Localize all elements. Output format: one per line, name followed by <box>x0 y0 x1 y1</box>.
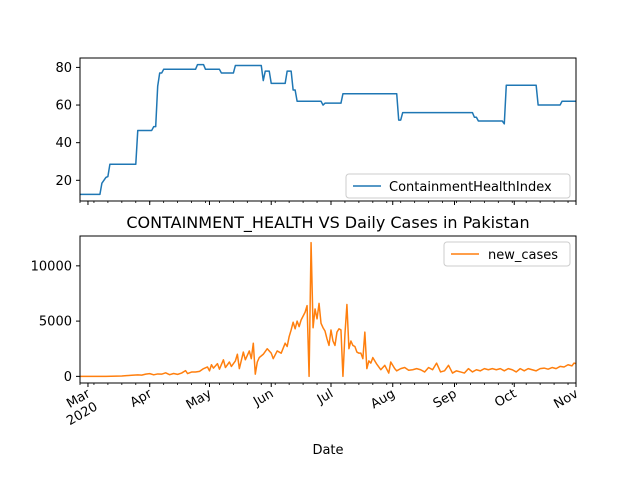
top-x-axis <box>79 201 577 205</box>
top-legend: ContainmentHealthIndex <box>345 173 571 199</box>
bottom-legend-box <box>443 241 571 267</box>
bottom-series-layer <box>80 241 577 378</box>
bottom-y-axis: 0 5000 10000 <box>31 259 80 385</box>
bottom-x-tick-label: Jul <box>314 386 336 407</box>
bottom-plot-frame <box>79 235 577 384</box>
top-y-tick-label: 80 <box>55 61 72 76</box>
bottom-y-tick-label: 10000 <box>31 259 72 274</box>
bottom-plot-title: CONTAINMENT_HEALTH VS Daily Cases in Pak… <box>126 213 529 233</box>
top-series-line-0 <box>80 63 576 196</box>
top-plot: 20 40 60 80 ContainmentHealthIndex <box>55 57 577 205</box>
bottom-y-tick-label: 0 <box>64 370 72 385</box>
top-legend-label: ContainmentHealthIndex <box>389 180 552 195</box>
x-axis-label: Date <box>312 443 343 458</box>
bottom-legend-label: new_cases <box>488 248 558 263</box>
top-y-tick-label: 20 <box>55 174 72 189</box>
top-series-layer <box>80 63 576 196</box>
bottom-legend: new_cases <box>443 241 571 267</box>
top-plot-frame <box>79 57 577 202</box>
top-y-tick-label: 40 <box>55 136 72 151</box>
top-y-tick-label: 60 <box>55 99 72 114</box>
top-y-axis: 20 40 60 80 <box>55 61 80 189</box>
bottom-y-tick-label: 5000 <box>39 315 72 330</box>
top-legend-box <box>345 173 571 199</box>
bottom-series-line-0 <box>80 241 577 378</box>
